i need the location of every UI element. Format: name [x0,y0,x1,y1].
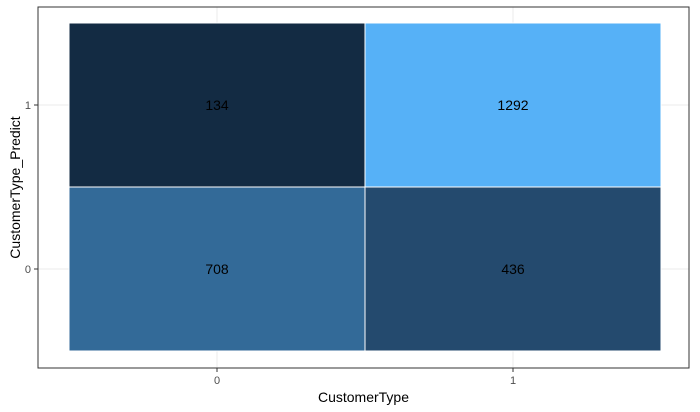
cell-value-labels: 134 1292 708 436 [205,97,528,277]
cell-value-label: 1292 [497,97,528,113]
cell-value-label: 134 [205,97,229,113]
heatmap-tiles [68,22,662,352]
y-tick-label: 1 [25,100,31,112]
x-axis-title: CustomerType [318,389,409,405]
y-axis-ticks: 01 [25,100,38,276]
heatmap-tile [68,186,366,352]
panel-border [37,6,690,369]
cell-value-label: 436 [501,261,525,277]
x-tick-label: 0 [214,375,220,387]
y-tick-label: 0 [25,264,31,276]
cell-value-label: 708 [205,261,229,277]
y-axis-title: CustomerType_Predict [7,116,23,259]
heatmap-tile [364,186,662,352]
x-tick-label: 1 [510,375,516,387]
heatmap-tile [68,22,366,188]
